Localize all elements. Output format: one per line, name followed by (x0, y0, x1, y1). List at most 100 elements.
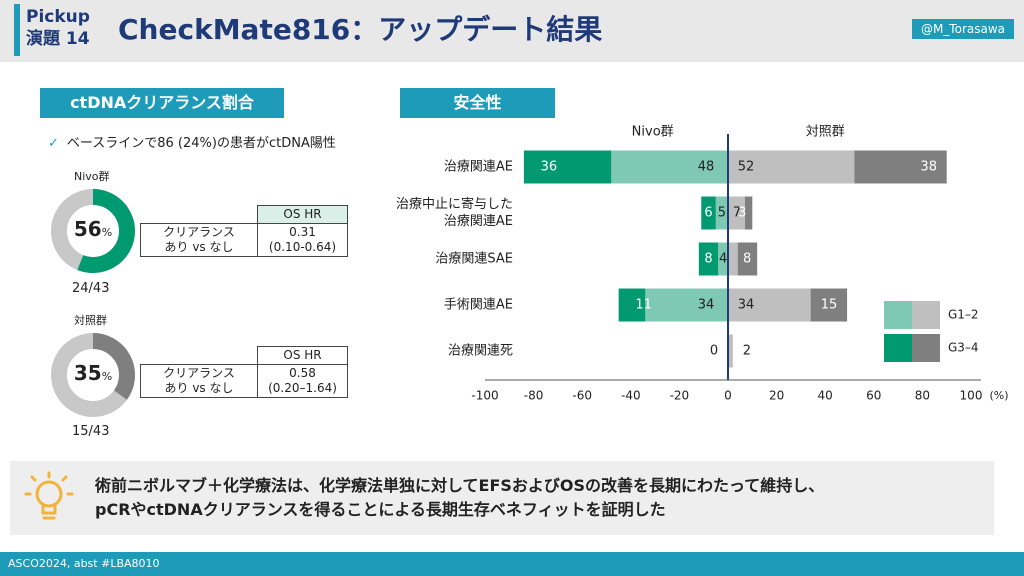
label-ctrl-g34: 3 (738, 206, 746, 221)
x-tick-label: -60 (572, 389, 592, 403)
bar-ctrl-g12 (728, 150, 855, 184)
ctrl-os-header: OS HR (257, 346, 348, 365)
ctrl-hr: 0.58 (289, 366, 316, 380)
label-ctrl-g12: 34 (738, 298, 755, 313)
conclusion-text: 術前ニボルマブ＋化学療法は、化学療法単独に対してEFSおよびOSの改善を長期にわ… (95, 474, 824, 522)
ctrl-donut-arc (51, 333, 135, 417)
ctrl-ci: (0.20–1.64) (268, 381, 337, 395)
bar-ctrl-g12 (728, 334, 733, 368)
nivo-ci: (0.10-0.64) (268, 240, 337, 254)
legend-swatch-ctrl (912, 334, 940, 362)
bar-nivo-g12 (611, 150, 728, 184)
nivo-os-table: OS HR クリアランス あり vs なし 0.31 (0.10-0.64) (140, 205, 348, 257)
bar-ctrl-g12 (728, 196, 746, 230)
baseline-note-text: ベースラインで86 (24%)の患者がctDNA陽性 (66, 136, 336, 151)
x-tick-label: 0 (724, 389, 732, 403)
nivo-pct-sign: % (101, 226, 113, 239)
nivo-donut (51, 189, 135, 273)
label-ctrl-g34: 38 (920, 160, 937, 175)
x-tick-label: 60 (866, 389, 881, 403)
pickup-label: Pickup 演題 14 (26, 6, 90, 50)
category-label: 治療関連死 (448, 344, 513, 359)
pickup-line-1: Pickup (26, 7, 90, 27)
bar-ctrl-g34 (810, 288, 848, 322)
nivo-row-label-1: クリアランス (163, 225, 235, 239)
label-nivo-g12: 48 (698, 160, 715, 175)
x-tick-label: 40 (818, 389, 833, 403)
nivo-group-label: Nivo群 (74, 170, 110, 183)
category-label: 治療関連SAE (435, 252, 513, 267)
ctrl-os-table: OS HR クリアランス あり vs なし 0.58 (0.20–1.64) (140, 346, 348, 398)
x-tick-label: 20 (769, 389, 784, 403)
bar-ctrl-g34 (854, 150, 947, 184)
author-handle: @M_Torasawa (911, 19, 1014, 39)
label-ctrl-g34: 15 (821, 298, 838, 313)
check-icon: ✓ (48, 136, 59, 151)
x-tick-label: -100 (471, 389, 498, 403)
label-nivo-g34: 36 (541, 160, 558, 175)
legend-swatch-nivo (884, 301, 912, 329)
ctrl-row-label: クリアランス あり vs なし (140, 364, 258, 398)
conclusion-line-1: 術前ニボルマブ＋化学療法は、化学療法単独に対してEFSおよびOSの改善を長期にわ… (95, 476, 825, 495)
nivo-row-label-2: あり vs なし (164, 240, 234, 254)
label-ctrl-g34: 8 (743, 252, 751, 267)
nivo-row-label: クリアランス あり vs なし (140, 223, 258, 257)
x-tick-label: 80 (915, 389, 930, 403)
label-nivo-g12: 34 (698, 298, 715, 313)
x-tick-label: -40 (621, 389, 641, 403)
label-nivo-g34: 6 (704, 206, 712, 221)
label-nivo-g12: 0 (710, 344, 718, 359)
ctrl-group-label: 対照群 (74, 314, 107, 327)
label-nivo-g12: 4 (719, 252, 727, 267)
ctdna-section-title: ctDNAクリアランス割合 (40, 88, 284, 118)
bar-ctrl-g12 (728, 242, 738, 276)
ctrl-donut-value: 35% (63, 361, 123, 385)
nivo-hr: 0.31 (289, 225, 316, 239)
nivo-os-value: 0.31 (0.10-0.64) (257, 223, 348, 257)
bar-nivo-g34 (618, 288, 646, 322)
bar-nivo-g12 (718, 242, 728, 276)
category-label: 治療関連AE (444, 214, 513, 229)
nivo-header-label: Nivo群 (632, 125, 674, 140)
nivo-fraction: 24/43 (72, 281, 110, 296)
table-corner (140, 346, 258, 365)
baseline-note: ✓ ベースラインで86 (24%)の患者がctDNA陽性 (48, 132, 336, 151)
category-label: 治療中止に寄与した (396, 196, 513, 212)
nivo-os-header: OS HR (257, 205, 348, 224)
bar-nivo-g34 (698, 242, 719, 276)
bar-ctrl-g34 (745, 196, 753, 230)
pickup-line-2: 演題 14 (26, 29, 90, 49)
ctrl-pct: 35 (73, 361, 102, 385)
nivo-pct: 56 (73, 217, 102, 241)
legend-swatch-ctrl (912, 301, 940, 329)
bar-ctrl-g12 (728, 288, 811, 322)
ctrl-header-label: 対照群 (806, 125, 845, 140)
bar-nivo-g12 (645, 288, 728, 322)
label-ctrl-g12: 7 (733, 206, 741, 221)
x-tick-label: -20 (670, 389, 690, 403)
legend-label: G1–2 (948, 308, 979, 322)
x-unit-label: (%) (989, 389, 1008, 402)
footer-citation: ASCO2024, abst #LBA8010 (0, 552, 1024, 576)
conclusion-line-2: pCRやctDNAクリアランスを得ることによる長期生存ベネフィットを証明した (95, 500, 666, 519)
legend-label: G3–4 (948, 341, 979, 355)
bar-ctrl-g34 (737, 242, 758, 276)
ctrl-pct-sign: % (101, 370, 113, 383)
nivo-donut-arc (51, 189, 135, 273)
ctrl-fraction: 15/43 (72, 424, 110, 439)
bar-nivo-g34 (701, 196, 716, 230)
table-corner (140, 205, 258, 224)
label-nivo-g34: 11 (635, 298, 652, 313)
x-tick-label: -80 (524, 389, 544, 403)
x-tick-label: 100 (960, 389, 983, 403)
ctrl-os-value: 0.58 (0.20–1.64) (257, 364, 348, 398)
ctrl-row-label-2: あり vs なし (164, 381, 234, 395)
category-label: 治療関連AE (444, 160, 513, 175)
bar-nivo-g34 (523, 150, 612, 184)
bar-nivo-g12 (715, 196, 728, 230)
legend-swatch-nivo (884, 334, 912, 362)
ctrl-row-label-1: クリアランス (163, 366, 235, 380)
conclusion-box (10, 461, 994, 535)
label-nivo-g12: 5 (718, 206, 726, 221)
